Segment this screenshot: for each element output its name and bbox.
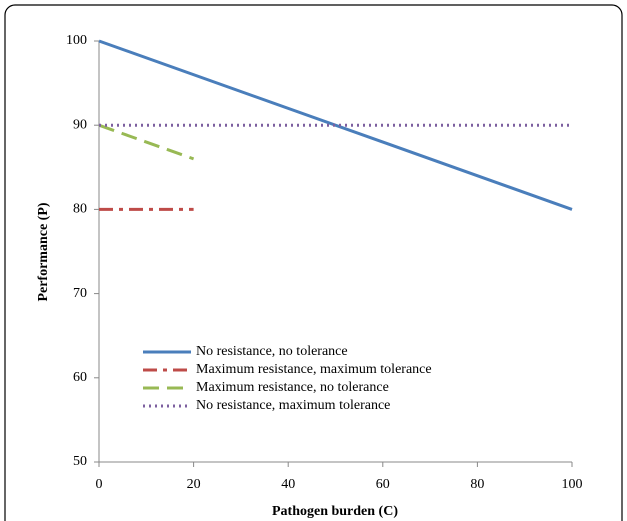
x-tick-label: 80: [470, 477, 484, 492]
series-line: [98, 39, 573, 211]
x-tick-label: 0: [96, 477, 103, 492]
x-tick-label: 20: [187, 477, 201, 492]
x-axis-label: Pathogen burden (C): [272, 504, 398, 519]
y-axis-label: Performance (P): [36, 202, 51, 301]
y-tick-label: 90: [73, 117, 87, 132]
chart-border: [4, 4, 623, 521]
legend-label: Maximum resistance, no tolerance: [196, 380, 389, 395]
legend-label: Maximum resistance, maximum tolerance: [196, 362, 432, 377]
x-tick-label: 60: [376, 477, 390, 492]
x-tick-label: 100: [562, 477, 583, 492]
y-tick-label: 70: [73, 286, 87, 301]
y-tick-label: 60: [73, 370, 87, 385]
x-tick-label: 40: [281, 477, 295, 492]
y-tick-label: 80: [73, 202, 87, 217]
y-tick-label: 50: [73, 454, 87, 469]
y-tick-label: 100: [66, 33, 87, 48]
legend-label: No resistance, no tolerance: [196, 344, 348, 359]
legend-label: No resistance, maximum tolerance: [196, 398, 390, 413]
series-line: [98, 123, 195, 161]
